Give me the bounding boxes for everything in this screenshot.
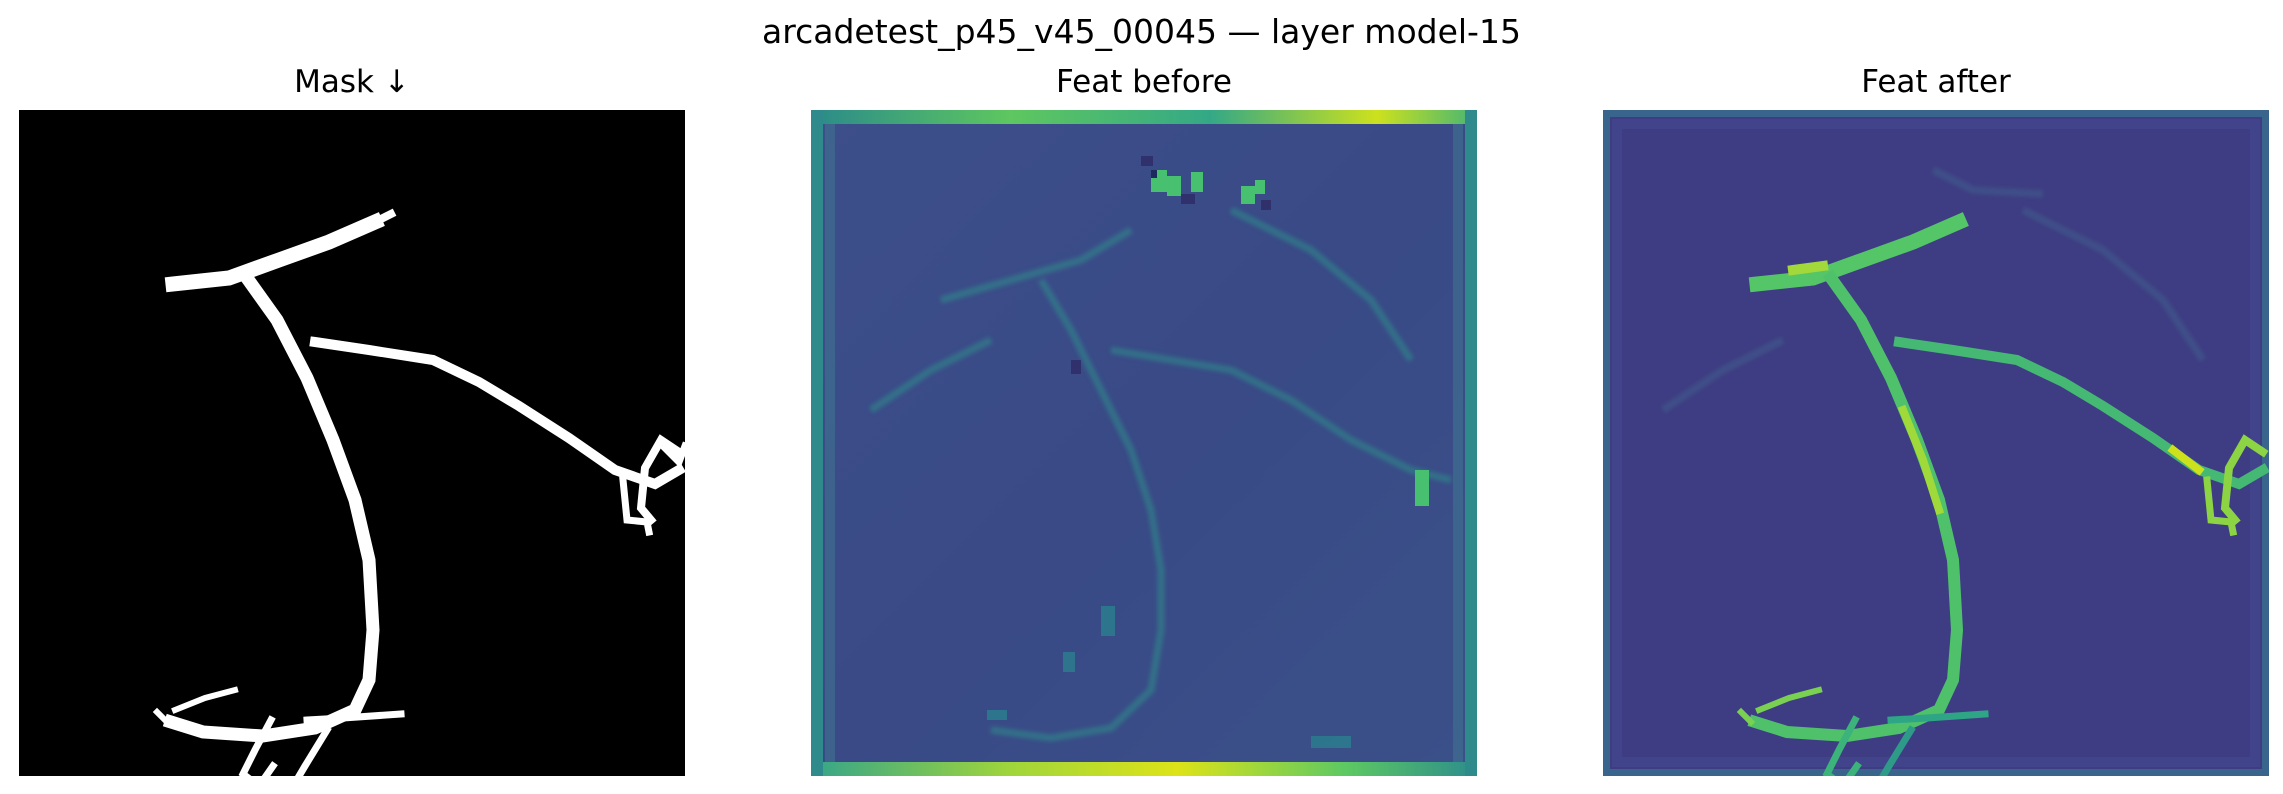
feat-after-panel-title: Feat after [1603,62,2269,102]
feat-before-image [811,110,1477,776]
mask-panel-title: Mask ↓ [19,62,685,102]
mask-image-canvas [19,110,685,776]
feat-before-canvas [811,110,1477,776]
feat-after-canvas [1603,110,2269,776]
mask-image [19,110,685,776]
feat-before-panel-title: Feat before [811,62,1477,102]
feat-after-image [1603,110,2269,776]
figure-title: arcadetest_p45_v45_00045 — layer model-1… [0,12,2283,52]
